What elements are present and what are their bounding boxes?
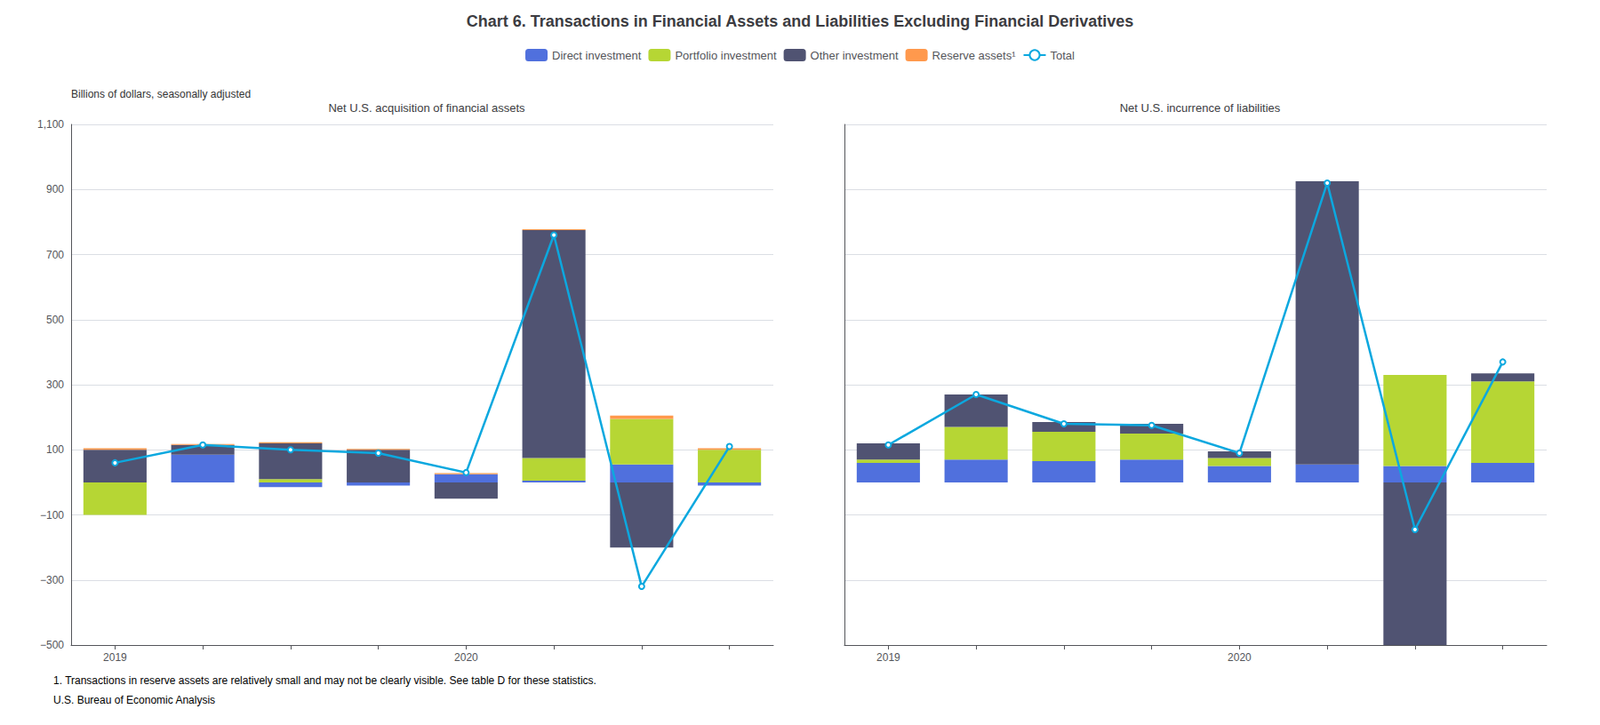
svg-text:500: 500 bbox=[46, 313, 64, 327]
svg-text:700: 700 bbox=[46, 248, 64, 262]
svg-text:−500: −500 bbox=[40, 639, 64, 652]
svg-text:2019: 2019 bbox=[876, 651, 901, 664]
svg-text:300: 300 bbox=[46, 378, 64, 392]
svg-text:Total: Total bbox=[1050, 48, 1076, 63]
svg-text:2020: 2020 bbox=[1227, 651, 1252, 664]
svg-text:1. Transactions in reserve ass: 1. Transactions in reserve assets are re… bbox=[53, 674, 597, 688]
svg-text:Billions of dollars, seasonall: Billions of dollars, seasonally adjusted bbox=[71, 88, 251, 101]
svg-text:2019: 2019 bbox=[103, 651, 128, 664]
svg-text:900: 900 bbox=[46, 183, 64, 196]
svg-text:Chart 6. Transactions in Finan: Chart 6. Transactions in Financial Asset… bbox=[466, 12, 1135, 31]
svg-text:−300: −300 bbox=[40, 574, 64, 587]
svg-text:U.S. Bureau of Economic Analys: U.S. Bureau of Economic Analysis bbox=[53, 694, 216, 707]
svg-text:Other investment: Other investment bbox=[810, 48, 899, 63]
svg-text:Portfolio investment: Portfolio investment bbox=[674, 48, 777, 63]
svg-text:−100: −100 bbox=[40, 509, 64, 522]
svg-text:Direct investment: Direct investment bbox=[552, 48, 642, 63]
svg-text:Net U.S. acquisition of financ: Net U.S. acquisition of financial assets bbox=[328, 101, 526, 115]
svg-text:Reserve assets¹: Reserve assets¹ bbox=[932, 48, 1017, 63]
svg-text:1,100: 1,100 bbox=[37, 118, 64, 131]
svg-text:2020: 2020 bbox=[454, 651, 479, 664]
svg-text:100: 100 bbox=[46, 443, 64, 456]
svg-text:Net U.S. incurrence of liabili: Net U.S. incurrence of liabilities bbox=[1120, 101, 1281, 115]
